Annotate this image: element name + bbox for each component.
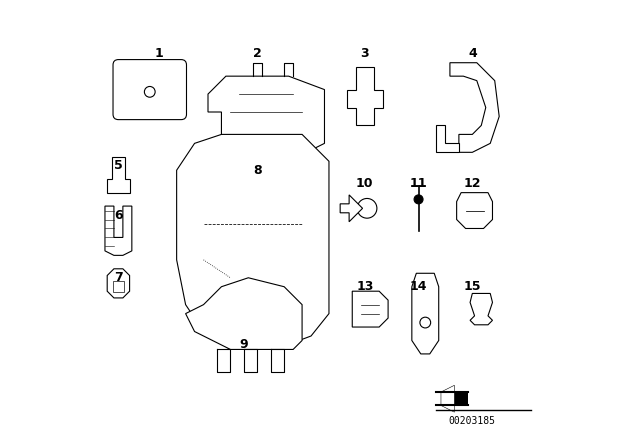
Polygon shape bbox=[108, 157, 130, 193]
Text: 13: 13 bbox=[356, 280, 374, 293]
Polygon shape bbox=[470, 293, 493, 325]
Polygon shape bbox=[412, 273, 439, 354]
Text: 12: 12 bbox=[463, 177, 481, 190]
Polygon shape bbox=[436, 125, 459, 152]
Polygon shape bbox=[450, 63, 499, 152]
Polygon shape bbox=[108, 269, 130, 298]
Polygon shape bbox=[177, 134, 329, 349]
Text: 9: 9 bbox=[239, 338, 248, 352]
Text: 4: 4 bbox=[468, 47, 477, 60]
Text: 00203185: 00203185 bbox=[449, 416, 496, 426]
Polygon shape bbox=[186, 278, 302, 349]
Polygon shape bbox=[347, 67, 383, 125]
FancyBboxPatch shape bbox=[113, 60, 186, 120]
Text: 5: 5 bbox=[114, 159, 123, 172]
Polygon shape bbox=[441, 393, 468, 404]
Text: 10: 10 bbox=[356, 177, 374, 190]
Text: 15: 15 bbox=[463, 280, 481, 293]
Polygon shape bbox=[208, 76, 324, 152]
Polygon shape bbox=[340, 195, 362, 222]
Text: 7: 7 bbox=[114, 271, 123, 284]
Circle shape bbox=[414, 195, 423, 204]
Text: 6: 6 bbox=[114, 208, 123, 222]
Polygon shape bbox=[113, 281, 124, 292]
Text: 14: 14 bbox=[410, 280, 428, 293]
Text: 8: 8 bbox=[253, 164, 262, 177]
Polygon shape bbox=[441, 385, 454, 412]
Text: 2: 2 bbox=[253, 47, 262, 60]
Text: 3: 3 bbox=[360, 47, 369, 60]
Text: 1: 1 bbox=[154, 47, 163, 60]
Polygon shape bbox=[352, 291, 388, 327]
Polygon shape bbox=[105, 206, 132, 255]
Text: 11: 11 bbox=[410, 177, 428, 190]
Polygon shape bbox=[457, 193, 493, 228]
